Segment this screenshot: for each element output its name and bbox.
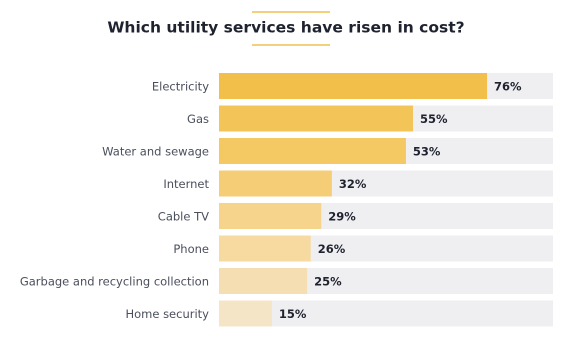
value-label: 15% — [279, 307, 307, 321]
bar — [219, 235, 311, 262]
bar — [219, 138, 406, 164]
category-label: Water and sewage — [102, 145, 209, 159]
category-label: Home security — [125, 307, 209, 321]
category-label: Garbage and recycling collection — [20, 275, 209, 289]
category-label: Cable TV — [158, 210, 209, 224]
value-label: 55% — [420, 112, 448, 126]
bar — [219, 203, 322, 229]
chart-title: Which utility services have risen in cos… — [107, 19, 464, 37]
bar — [219, 170, 332, 197]
value-label: 32% — [339, 177, 367, 191]
bar — [219, 105, 413, 132]
category-label: Phone — [173, 242, 209, 256]
value-label: 25% — [314, 275, 342, 289]
value-label: 53% — [413, 145, 441, 159]
category-label: Gas — [187, 112, 209, 126]
value-label: 29% — [328, 210, 356, 224]
value-label: 26% — [318, 242, 346, 256]
bar — [219, 300, 272, 327]
bar — [219, 268, 308, 294]
bar-track — [219, 300, 553, 327]
category-label: Electricity — [152, 80, 209, 94]
bar — [219, 73, 488, 99]
value-label: 76% — [494, 80, 522, 94]
category-label: Internet — [163, 177, 209, 191]
